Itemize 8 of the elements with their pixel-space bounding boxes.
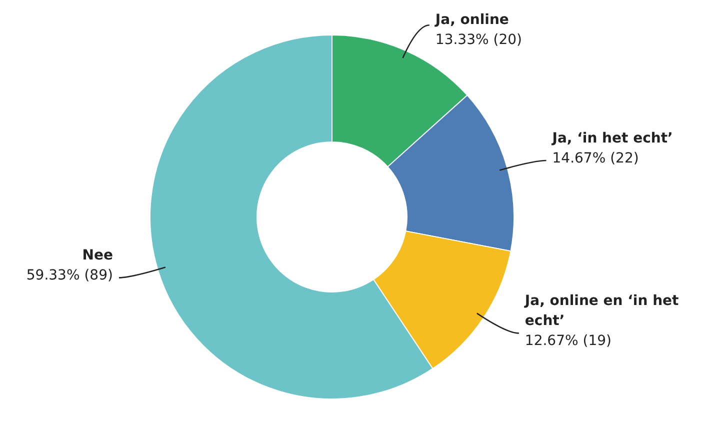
data-label: 12.67% (19)	[524, 333, 612, 350]
data-label: 59.33% (89)	[26, 268, 113, 284]
slice-label: Ja, ‘in het echt’	[551, 130, 673, 147]
data-label: 13.33% (20)	[435, 32, 522, 48]
slice-label: Ja, online en ‘in het echt’	[524, 293, 680, 330]
data-label: 14.67% (22)	[552, 150, 639, 167]
slice-label: Ja, online	[434, 12, 509, 28]
slice-label: Nee	[82, 248, 113, 264]
